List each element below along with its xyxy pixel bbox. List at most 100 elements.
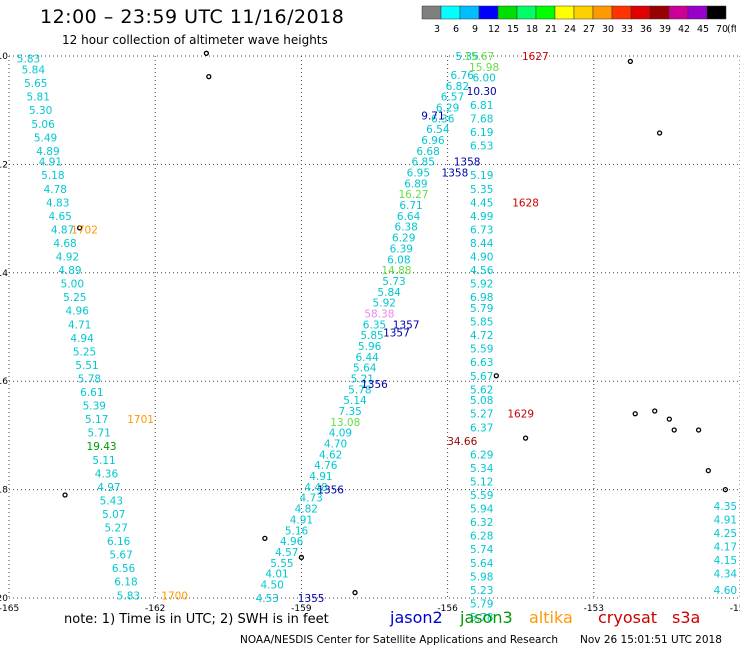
island-outline (652, 408, 658, 414)
wave-height-label: 6.18 (114, 577, 137, 589)
scale-label: 3 (434, 24, 440, 35)
wave-height-label: 6.63 (470, 357, 493, 369)
wave-height-label: 5.35 (455, 51, 478, 63)
wave-height-label: 4.68 (53, 238, 76, 250)
wave-height-label: 4.48 (304, 482, 327, 494)
wave-height-label: 6.61 (80, 387, 103, 399)
pass-time-label: 1702 (71, 224, 98, 236)
scale-label: 6 (453, 24, 459, 35)
wave-height-label: 6.37 (470, 422, 493, 434)
wave-height-label: 4.36 (95, 468, 119, 480)
wave-height-label: 4.60 (714, 585, 737, 597)
pass-time-label: 1628 (512, 197, 539, 209)
wave-height-label: 4.91 (309, 471, 332, 483)
wave-height-label: 5.59 (470, 490, 493, 502)
scale-swatch (706, 5, 727, 20)
scale-swatch (687, 5, 708, 20)
legend-altika: altika (529, 608, 573, 627)
island-outline (656, 130, 663, 136)
longitude-label: -150 (730, 604, 740, 614)
scale-unit: (ft) (727, 24, 736, 35)
wave-height-label: 9.71 (421, 111, 444, 123)
scale-swatch (516, 5, 537, 20)
pass-time-label: 1356 (361, 379, 388, 391)
wave-height-label: 4.96 (66, 306, 90, 318)
wave-height-label: 6.39 (390, 243, 413, 255)
wave-height-label: 5.83 (117, 590, 140, 602)
longitude-label: -156 (437, 604, 458, 614)
scale-swatch (592, 5, 613, 20)
wave-height-label: 5.92 (373, 298, 396, 310)
wave-height-label: 4.17 (714, 542, 737, 554)
wave-height-label: 6.54 (426, 124, 450, 136)
wave-height-label: 6.38 (394, 222, 417, 234)
scale-label: 18 (526, 24, 538, 35)
wave-height-label: 6.89 (404, 178, 427, 190)
wave-height-label: 5.18 (41, 170, 64, 182)
wave-height-label: 5.85 (360, 330, 383, 342)
wave-height-label: 15.67 (464, 51, 494, 63)
pass-time-label: 1357 (393, 319, 420, 331)
latitude-label: -18 (0, 486, 8, 496)
wave-height-label: 5.25 (63, 292, 86, 304)
pass-time-label: 1627 (522, 51, 549, 63)
wave-height-label: 6.16 (107, 536, 131, 548)
footnote: note: 1) Time is in UTC; 2) SWH is in fe… (64, 612, 329, 627)
island-outline (666, 416, 672, 422)
wave-height-label: 5.30 (29, 105, 52, 117)
wave-height-label: 5.78 (470, 612, 493, 624)
wave-height-label: 14.88 (381, 265, 411, 277)
scale-swatch (611, 5, 632, 20)
legend-s3a: s3a (672, 608, 701, 627)
pass-time-label: 1355 (298, 593, 325, 605)
island-outline (695, 427, 702, 433)
scale-label: 27 (583, 24, 595, 35)
wave-height-label: 10.30 (467, 86, 497, 98)
wave-height-label: 5.96 (358, 341, 382, 353)
wave-height-label: 5.65 (24, 78, 47, 90)
wave-height-label: 5.67 (109, 550, 132, 562)
island-outline (627, 58, 633, 65)
wave-height-label: 5.59 (470, 344, 493, 356)
wave-height-label: 4.56 (470, 265, 494, 277)
pass-time-label: 1358 (442, 168, 469, 180)
pass-time-label: 1357 (383, 327, 410, 339)
island-outline (77, 225, 83, 231)
scale-label: 24 (564, 24, 576, 35)
wave-height-label: 6.71 (399, 200, 422, 212)
longitude-label: -159 (291, 604, 312, 614)
wave-height-label: 4.72 (470, 330, 493, 342)
wave-height-label: 6.64 (397, 211, 421, 223)
scale-swatch (668, 5, 689, 20)
pass-time-label: 1701 (127, 414, 154, 426)
legend-jason3: jason3 (460, 608, 513, 627)
wave-height-label: 19.43 (87, 441, 117, 453)
wave-height-label: 4.35 (714, 501, 737, 513)
island-outline (722, 486, 729, 493)
wave-height-label: 4.50 (260, 579, 283, 591)
wave-height-label: 6.36 (431, 113, 455, 125)
scale-swatch (478, 5, 499, 20)
island-outline (493, 373, 499, 379)
wave-height-label: 34.66 (447, 436, 477, 448)
wave-height-label: 4.62 (319, 449, 342, 461)
wave-height-label: 5.71 (87, 428, 110, 440)
generation-timestamp: Nov 26 15:01:51 UTC 2018 (580, 634, 722, 646)
wave-height-label: 5.12 (470, 476, 493, 488)
wave-height-label: 5.64 (353, 363, 377, 375)
wave-height-label: 6.95 (407, 168, 430, 180)
wave-height-label: 5.35 (470, 184, 493, 196)
wave-height-label: 4.78 (44, 184, 67, 196)
wave-height-label: 5.98 (470, 571, 493, 583)
wave-height-label: 7.68 (470, 113, 493, 125)
scale-swatch (573, 5, 594, 20)
scale-swatch (440, 5, 461, 20)
latitude-label: -16 (0, 377, 8, 387)
wave-height-label: 6.29 (436, 102, 459, 114)
wave-height-label: 4.71 (68, 319, 91, 331)
island-outline (262, 535, 268, 542)
wave-height-label: 5.11 (92, 455, 115, 467)
island-outline (671, 427, 677, 433)
island-outline (298, 554, 305, 560)
